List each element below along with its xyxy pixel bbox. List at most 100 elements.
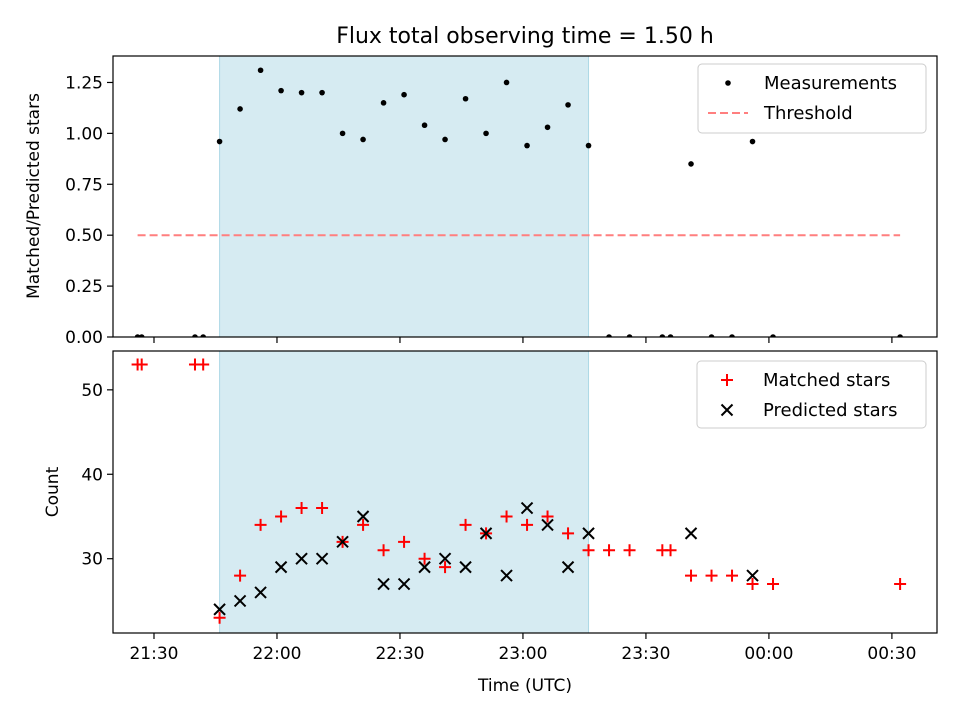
top-dot-point-10 <box>339 130 346 137</box>
bottom-plus-point-9 <box>316 502 329 515</box>
bottom-panel: 21:30 22:00 22:30 23:00 23:30 00:00 00:30 30 40 5… <box>81 350 938 664</box>
bottom-plus-point-6 <box>254 518 267 531</box>
bottom-plus-point-31 <box>767 578 780 591</box>
bottom-x-tick-label-6: 00:30 <box>867 644 916 664</box>
bottom-plus-point-30 <box>746 578 759 591</box>
bottom-x-point-11 <box>438 552 452 565</box>
bottom-plus-point-27 <box>685 569 698 582</box>
bottom-highlight-span <box>219 350 590 634</box>
bottom-legend-box <box>696 360 927 429</box>
bottom-x-point-9 <box>397 577 411 591</box>
top-y-tick-label-3: 0.75 <box>65 175 103 195</box>
top-dot-point-21 <box>565 102 571 108</box>
top-dot-point-30 <box>749 138 756 145</box>
top-y-tick-label-1: 0.25 <box>65 277 103 297</box>
bottom-legend-marker-0 <box>721 374 733 386</box>
top-dot-point-13 <box>401 91 407 98</box>
top-dot-point-27 <box>688 161 694 167</box>
bottom-x-tick-label-5: 00:00 <box>744 644 793 664</box>
bottom-y-tick-label-0: 30 <box>81 550 103 570</box>
top-dot-point-28 <box>708 334 715 337</box>
bottom-plus-point-29 <box>726 569 739 582</box>
bottom-x-tick-label-0: 21:30 <box>129 644 178 664</box>
bottom-plus-point-11 <box>357 518 370 531</box>
bottom-x-point-6 <box>336 535 349 549</box>
top-dot-point-23 <box>606 334 612 337</box>
top-dot-point-16 <box>462 95 469 102</box>
top-dot-point-2 <box>192 334 198 337</box>
bottom-x-point-8 <box>377 577 390 591</box>
top-dot-point-24 <box>626 334 633 337</box>
bottom-x-point-4 <box>295 552 308 565</box>
bottom-x-point-10 <box>418 560 431 574</box>
bottom-x-point-19 <box>684 527 698 540</box>
bottom-plus-point-13 <box>398 535 411 548</box>
bottom-plus-point-32 <box>894 578 907 591</box>
bottom-y-tick-label-2: 50 <box>81 381 103 401</box>
bottom-x-point-20 <box>746 569 759 582</box>
bottom-x-point-7 <box>356 510 370 523</box>
bottom-axes-frame <box>112 350 938 634</box>
top-dot-point-26 <box>667 334 674 337</box>
top-plot-area <box>134 67 903 337</box>
top-dot-point-25 <box>659 334 666 337</box>
top-dot-point-31 <box>770 334 776 337</box>
bottom-plus-point-21 <box>562 527 575 540</box>
bottom-plus-point-22 <box>582 544 595 557</box>
bottom-plot-area <box>131 358 907 624</box>
bottom-plus-point-8 <box>295 502 308 515</box>
bottom-plus-point-4 <box>213 611 226 624</box>
bottom-plus-point-7 <box>275 510 288 523</box>
bottom-x-point-2 <box>254 586 267 599</box>
bottom-legend: Matched stars Predicted stars <box>696 360 927 429</box>
top-dot-point-6 <box>257 67 264 74</box>
top-dot-point-4 <box>216 138 223 145</box>
top-highlight-span <box>219 55 590 338</box>
bottom-x-point-18 <box>582 527 595 540</box>
bottom-plus-point-12 <box>377 544 390 557</box>
top-dot-point-17 <box>483 130 489 137</box>
bottom-x-point-3 <box>274 560 288 574</box>
chart-title: Flux total observing time = 1.50 h <box>336 24 714 49</box>
bottom-x-tick-label-4: 23:30 <box>621 644 670 664</box>
bottom-plus-point-5 <box>234 569 247 582</box>
top-dot-point-11 <box>360 136 366 143</box>
bottom-x-point-17 <box>561 560 575 574</box>
bottom-x-point-14 <box>500 569 513 582</box>
bottom-legend-label-1: Predicted stars <box>763 400 897 421</box>
top-dot-point-22 <box>585 142 592 149</box>
bottom-x-point-12 <box>459 560 472 574</box>
x-axis-label: Time (UTC) <box>477 676 572 696</box>
bottom-legend-label-0: Matched stars <box>763 370 890 391</box>
bottom-x-point-16 <box>541 518 554 532</box>
top-legend-label-0: Measurements <box>764 73 897 94</box>
top-legend-label-1: Threshold <box>763 103 853 124</box>
bottom-y-axis-label: Count <box>43 466 63 517</box>
top-legend-box <box>697 63 927 134</box>
top-dot-point-20 <box>544 124 551 131</box>
top-y-axis-label: Matched/Predicted stars <box>24 93 44 299</box>
bottom-plus-point-18 <box>500 510 513 523</box>
bottom-plus-point-15 <box>439 561 452 574</box>
bottom-x-tick-label-1: 22:00 <box>252 644 301 664</box>
top-y-tick-label-0: 0.00 <box>65 328 103 348</box>
top-axes-frame <box>112 55 938 338</box>
top-dot-point-7 <box>278 87 284 94</box>
bottom-plus-point-16 <box>459 518 472 531</box>
bottom-plus-point-14 <box>418 552 431 565</box>
top-dot-point-32 <box>897 334 903 337</box>
top-dot-point-5 <box>237 106 243 112</box>
bottom-plus-point-28 <box>705 569 718 582</box>
bottom-x-point-15 <box>520 501 534 515</box>
bottom-y-tick-label-1: 40 <box>81 465 103 485</box>
top-dot-point-29 <box>729 334 735 337</box>
bottom-x-tick-label-3: 23:00 <box>498 644 547 664</box>
top-legend-marker-0 <box>725 80 731 86</box>
top-dot-point-19 <box>524 142 530 149</box>
bottom-plus-point-24 <box>623 544 636 557</box>
bottom-plus-point-23 <box>603 544 616 557</box>
top-dot-point-18 <box>503 79 510 86</box>
bottom-x-point-0 <box>213 603 226 616</box>
top-dot-point-9 <box>319 89 325 96</box>
bottom-x-point-5 <box>315 552 329 565</box>
